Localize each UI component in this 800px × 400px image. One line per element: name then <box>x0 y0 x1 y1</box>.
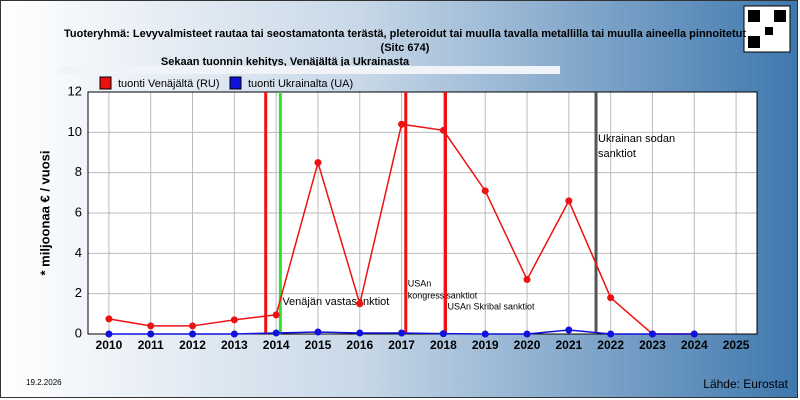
x-tick-label: 2024 <box>681 338 708 352</box>
y-tick-label: 12 <box>68 83 82 98</box>
legend-label: tuonti Ukrainalta (UA) <box>248 78 353 90</box>
point <box>648 330 656 338</box>
point <box>105 315 113 323</box>
legend-swatch <box>229 76 242 90</box>
qr-code-part <box>774 10 786 22</box>
point <box>356 329 364 337</box>
x-tick-label: 2018 <box>430 338 457 352</box>
y-tick-label: 6 <box>75 204 82 219</box>
point <box>398 120 406 128</box>
y-tick-label: 0 <box>75 325 82 340</box>
x-tick-label: 2019 <box>472 338 499 352</box>
x-tick-label: 2023 <box>639 338 666 352</box>
point <box>523 330 531 338</box>
x-tick-label: 2011 <box>138 338 164 352</box>
point <box>272 311 280 319</box>
qr-code-part <box>748 36 760 48</box>
point <box>439 330 447 338</box>
source: Lähde: Eurostat <box>703 377 788 391</box>
y-tick-label: 8 <box>75 164 82 179</box>
point <box>314 328 322 336</box>
legend-swatch <box>99 76 112 90</box>
point <box>481 330 489 338</box>
point <box>565 197 573 205</box>
point <box>439 126 447 134</box>
point <box>356 300 364 308</box>
qr-code-part <box>765 27 773 35</box>
x-tick-label: 2014 <box>263 338 290 352</box>
point <box>607 294 615 302</box>
title: (Sitc 674) <box>381 42 430 54</box>
event-label: USAn <box>408 278 432 288</box>
x-tick-label: 2012 <box>179 338 206 352</box>
point <box>189 330 197 338</box>
point <box>398 329 406 337</box>
x-tick-label: 2016 <box>346 338 373 352</box>
title: Sekaan tuonnin kehitys, Venäjältä ja Ukr… <box>161 56 410 68</box>
y-tick-label: 4 <box>75 245 82 260</box>
x-tick-label: 2015 <box>305 338 332 352</box>
title-mask <box>60 66 560 74</box>
point <box>105 330 113 338</box>
point <box>481 187 489 195</box>
event-label: Ukrainan sodan <box>598 133 675 145</box>
x-tick-label: 2010 <box>96 338 123 352</box>
y-axis-label: * miljoonaa € / vuosi <box>37 151 52 276</box>
event-label: USAn Skribal sanktiot <box>447 301 535 311</box>
x-tick-label: 2013 <box>221 338 248 352</box>
date: 19.2.2026 <box>26 378 62 387</box>
point <box>147 322 155 330</box>
point <box>565 326 573 334</box>
x-tick-label: 2022 <box>597 338 624 352</box>
x-tick-label: 2025 <box>723 338 750 352</box>
point <box>147 330 155 338</box>
y-tick-label: 10 <box>68 124 82 139</box>
x-tick-label: 2021 <box>555 338 582 352</box>
event-label: Venäjän vastasanktiot <box>282 296 389 308</box>
x-tick-label: 2020 <box>514 338 541 352</box>
point <box>230 330 238 338</box>
point <box>523 276 531 284</box>
event-label: kongressisanktiot <box>408 290 478 300</box>
point <box>189 322 197 330</box>
title: Tuoteryhmä: Levyvalmisteet rautaa tai se… <box>64 28 746 40</box>
point <box>272 329 280 337</box>
qr-code-part <box>748 10 760 22</box>
point <box>230 316 238 324</box>
y-tick-label: 2 <box>75 285 82 300</box>
point <box>314 159 322 167</box>
point <box>607 330 615 338</box>
event-label: sanktiot <box>598 148 636 160</box>
legend-label: tuonti Venäjältä (RU) <box>118 78 220 90</box>
point <box>690 330 698 338</box>
x-tick-label: 2017 <box>388 338 415 352</box>
